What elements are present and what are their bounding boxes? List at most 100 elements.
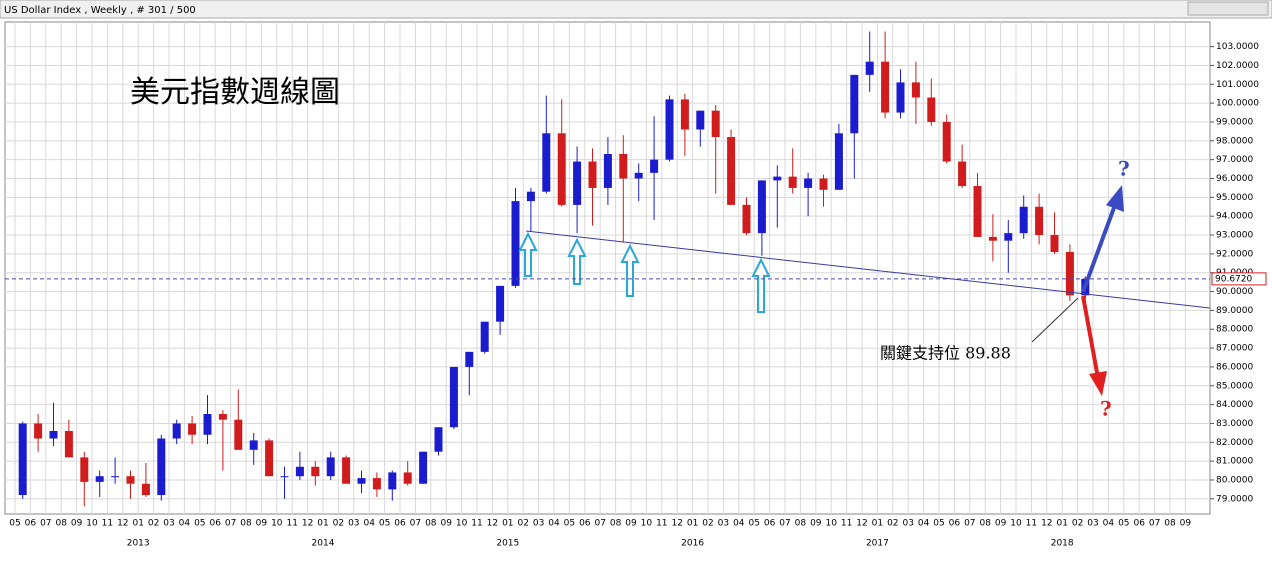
candle-body <box>357 478 366 484</box>
candle-body <box>449 366 458 428</box>
candle-body <box>526 191 535 202</box>
x-tick-label: 04 <box>1103 519 1115 529</box>
x-tick-label: 05 <box>564 519 575 529</box>
x-tick-label: 09 <box>440 519 452 529</box>
x-tick-label: 11 <box>286 519 297 529</box>
candle-body <box>280 476 289 478</box>
candle-body <box>1050 235 1059 252</box>
x-tick-label: 03 <box>348 519 359 529</box>
annotation: 關鍵支持位 89.88 <box>880 344 1011 363</box>
y-tick-label: 98.0000 <box>1216 136 1253 146</box>
y-tick-label: 102.0000 <box>1216 61 1259 71</box>
candle-body <box>804 178 813 188</box>
candle-body <box>588 161 597 188</box>
candle-body <box>372 478 381 490</box>
x-tick-label: 10 <box>86 519 98 529</box>
y-tick-label: 81.0000 <box>1216 457 1253 467</box>
header: US Dollar Index , Weekly , # 301 / 500 <box>4 5 196 16</box>
candle-body <box>619 154 628 179</box>
candle-body <box>711 110 720 138</box>
up-arrow <box>1081 204 1117 293</box>
candle-body <box>342 457 351 484</box>
candle-body <box>419 451 428 484</box>
candle-body <box>788 176 797 188</box>
candle-body <box>942 121 951 162</box>
candle-body <box>680 99 689 130</box>
question-up: ? <box>1118 157 1130 181</box>
candle-body <box>911 82 920 98</box>
candle-body <box>819 178 828 190</box>
candle-body <box>496 285 505 322</box>
question-down: ? <box>1100 397 1112 421</box>
x-tick-label: 04 <box>179 519 191 529</box>
y-tick-label: 82.0000 <box>1216 438 1253 448</box>
x-tick-label: 02 <box>702 519 713 529</box>
x-tick-label: 09 <box>625 519 637 529</box>
candles <box>18 31 1090 507</box>
candle-body <box>95 476 104 482</box>
x-tick-label: 02 <box>517 519 528 529</box>
x-tick-label: 12 <box>117 519 128 529</box>
x-tick-label: 01 <box>132 519 143 529</box>
x-tick-label: 04 <box>548 519 560 529</box>
window-buttons[interactable] <box>1187 1 1269 16</box>
x-tick-label: 08 <box>979 519 991 529</box>
support-arrows <box>518 231 771 313</box>
x-tick-label: 06 <box>209 519 221 529</box>
candle-body <box>434 427 443 452</box>
candle-body <box>188 423 197 435</box>
x-tick-label: 05 <box>379 519 390 529</box>
x-tick-label: 08 <box>1164 519 1176 529</box>
x-tick-label: 11 <box>1026 519 1037 529</box>
y-tick-label: 85.0000 <box>1216 381 1253 391</box>
y-tick-label: 89.0000 <box>1216 306 1253 316</box>
y-tick-label: 95.0000 <box>1216 193 1253 203</box>
x-tick-label: 03 <box>902 519 913 529</box>
candle-body <box>234 419 243 450</box>
candle-body <box>465 351 474 367</box>
candle-body <box>1065 251 1074 296</box>
pointer-line <box>1031 297 1079 343</box>
x-tick-label: 05 <box>1118 519 1129 529</box>
year-label: 2015 <box>496 539 519 549</box>
x-tick-label: 02 <box>1072 519 1083 529</box>
x-tick-label: 12 <box>856 519 867 529</box>
candle-body <box>927 97 936 122</box>
up-arrow-head <box>1106 185 1124 212</box>
x-tick-label: 07 <box>410 519 421 529</box>
x-tick-label: 09 <box>995 519 1007 529</box>
y-tick-label: 88.0000 <box>1216 325 1253 335</box>
plot-frame <box>4 21 1211 515</box>
candle-body <box>696 110 705 130</box>
y-tick-label: 87.0000 <box>1216 344 1253 354</box>
x-tick-label: 07 <box>40 519 51 529</box>
x-tick-label: 01 <box>1056 519 1067 529</box>
x-tick-label: 10 <box>1010 519 1022 529</box>
x-tick-label: 03 <box>1087 519 1098 529</box>
x-tick-label: 01 <box>317 519 328 529</box>
candle-body <box>850 74 859 134</box>
last-price-label: 90.6720 <box>1215 274 1252 284</box>
y-tick-label: 96.0000 <box>1216 174 1253 184</box>
x-tick-label: 06 <box>1133 519 1145 529</box>
x-tick-label: 02 <box>887 519 898 529</box>
x-tick-label: 04 <box>733 519 745 529</box>
x-tick-label: 06 <box>764 519 776 529</box>
x-tick-label: 05 <box>748 519 759 529</box>
x-tick-label: 04 <box>363 519 375 529</box>
candle-body <box>881 61 890 113</box>
x-tick-label: 08 <box>425 519 437 529</box>
candle-body <box>203 414 212 435</box>
x-tick-label: 07 <box>594 519 605 529</box>
candle-body <box>326 457 335 477</box>
candle-body <box>403 472 412 484</box>
year-label: 2017 <box>866 539 889 549</box>
y-tick-label: 84.0000 <box>1216 400 1253 410</box>
candle-body <box>958 161 967 187</box>
candle-body <box>557 133 566 205</box>
x-tick-label: 08 <box>610 519 622 529</box>
y-tick-label: 99.0000 <box>1216 117 1253 127</box>
candle-body <box>111 476 120 478</box>
